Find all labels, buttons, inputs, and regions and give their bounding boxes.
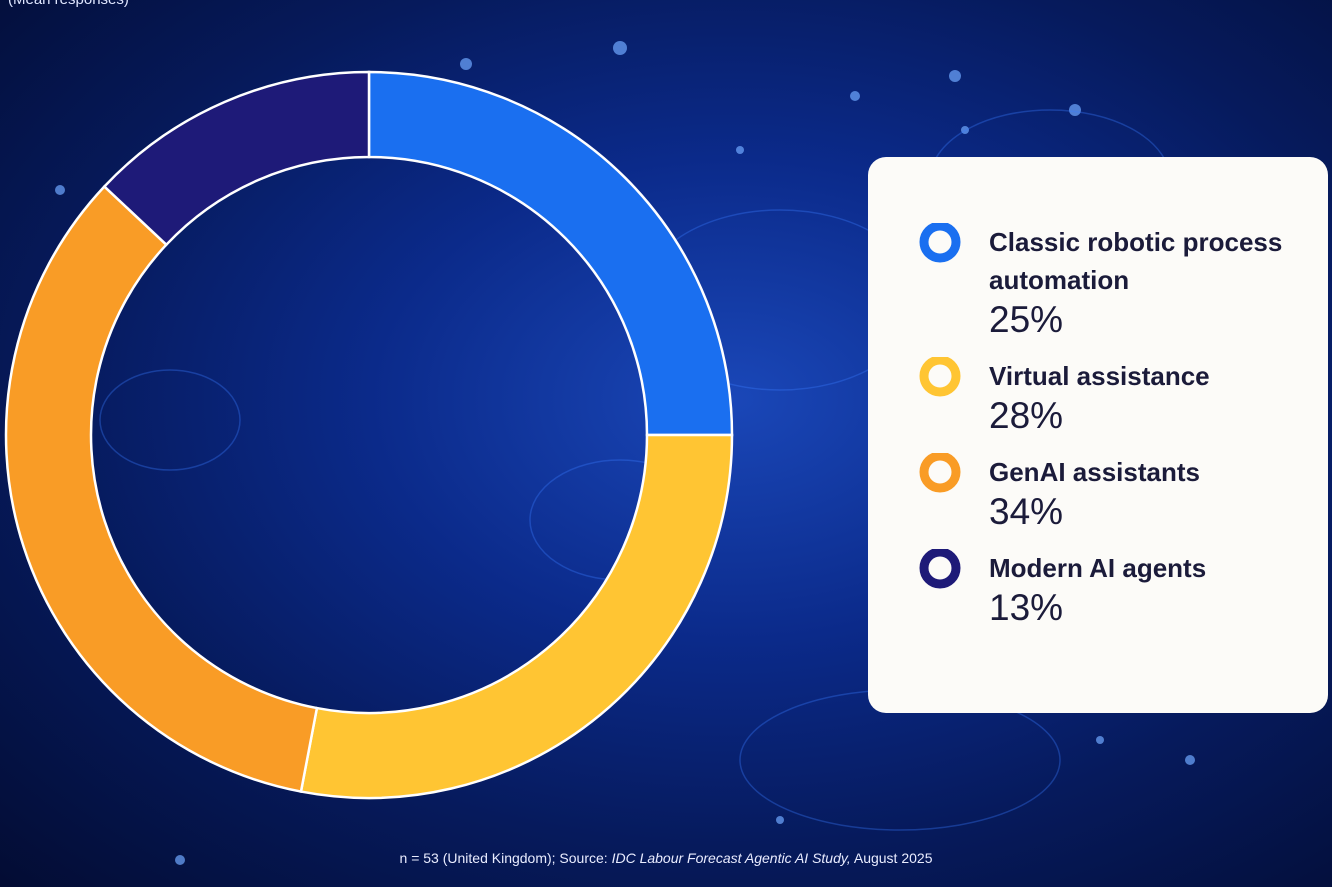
legend-ring [919, 357, 961, 397]
legend: Classic robotic process automation 25% Vir… [868, 157, 1328, 713]
legend-item: GenAI assistants 34% [868, 453, 1328, 533]
donut-segment [367, 70, 734, 437]
donut-segment [102, 70, 371, 247]
chart [4, 70, 734, 800]
footnote: n = 53 (United Kingdom); Source: IDC Lab… [0, 850, 1332, 866]
legend-item: Modern AI agents 13% [868, 549, 1328, 629]
legend-item: Classic robotic process automation 25% [868, 223, 1328, 341]
footnote-date: August 2025 [853, 850, 933, 866]
legend-value: 13% [989, 587, 1064, 628]
legend-item: Virtual assistance 28% [868, 357, 1328, 437]
legend-label: Modern AI agents [989, 553, 1207, 583]
legend-ring [919, 549, 961, 589]
legend-label: Virtual assistance [989, 361, 1210, 391]
legend-label: Classic robotic process automation [989, 227, 1283, 295]
legend-marker [919, 223, 961, 263]
legend-ring [919, 453, 961, 493]
footnote-source: IDC Labour Forecast Agentic AI Study, [611, 850, 851, 866]
donut-segment [4, 184, 319, 794]
legend-value: 34% [989, 491, 1064, 532]
legend-marker [919, 549, 961, 589]
legend-label: GenAI assistants [989, 457, 1200, 487]
legend-marker [919, 453, 961, 493]
donut-segment [299, 433, 734, 800]
legend-ring [919, 223, 961, 263]
legend-value: 25% [989, 299, 1064, 340]
footnote-text: n = 53 (United Kingdom); Source: [399, 850, 608, 866]
subtitle: (Mean responses) [8, 0, 129, 8]
legend-value: 28% [989, 395, 1064, 436]
legend-marker [919, 357, 961, 397]
